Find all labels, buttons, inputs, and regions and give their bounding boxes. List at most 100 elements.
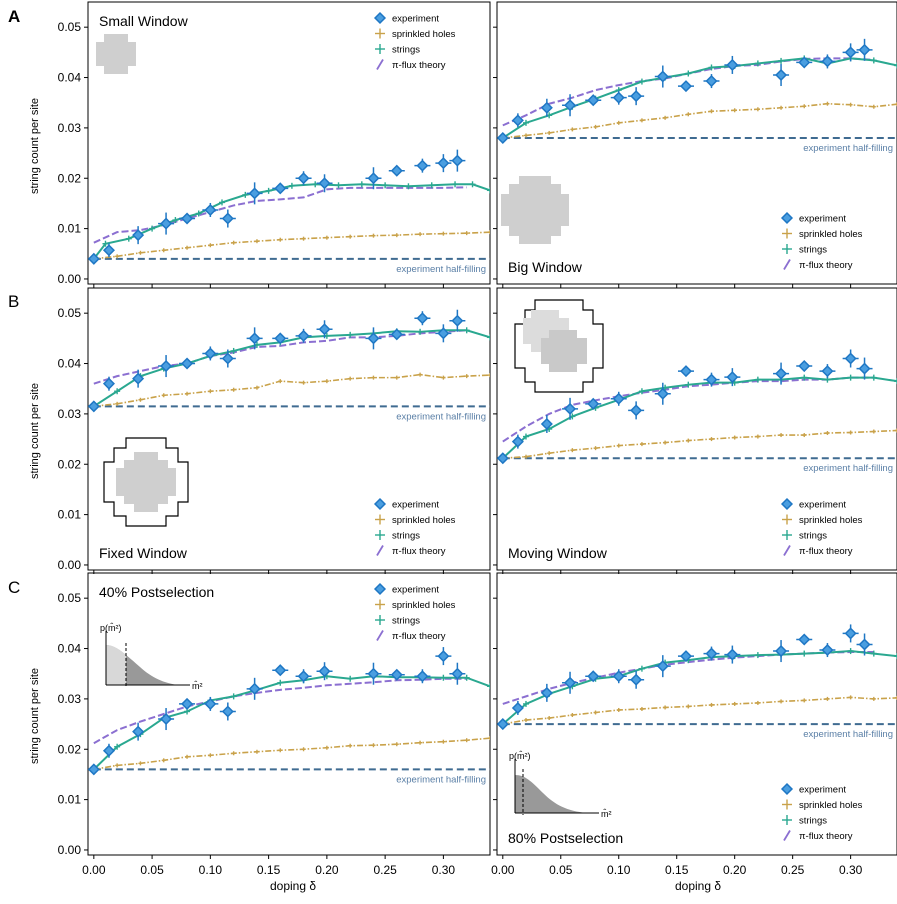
sprinkled-holes-point — [185, 245, 190, 250]
experiment-point — [435, 154, 452, 173]
sprinkled-holes-point — [441, 375, 446, 380]
sprinkled-holes-line — [93, 737, 490, 771]
theory-line — [93, 677, 467, 745]
sprinkled-holes-point — [802, 698, 807, 703]
sprinkled-holes-point — [779, 105, 784, 110]
experiment-point — [540, 414, 553, 433]
sprinkled-holes-point — [871, 696, 876, 701]
sprinkled-holes-line — [502, 429, 897, 460]
svg-text:p(m̂²): p(m̂²) — [509, 751, 531, 761]
panel-title: Small Window — [99, 13, 189, 29]
y-tick-label: 0.04 — [58, 71, 82, 85]
strings-point — [219, 199, 225, 206]
experiment-point — [449, 662, 466, 685]
plot-area — [497, 38, 897, 144]
experiment-point — [856, 633, 873, 656]
x-tick-label: 0.20 — [723, 863, 747, 877]
sprinkled-holes-point — [301, 380, 306, 385]
y-axis-label-row-a: string count per site — [29, 98, 41, 194]
legend-marker-theory — [783, 830, 791, 841]
experiment-point — [272, 182, 289, 195]
panel-c-right: 0.00 0.05 0.10 0.15 0.20 0.25 0.30 experiment h… — [491, 572, 897, 877]
legend-label: experiment — [799, 500, 846, 511]
experiment-point — [102, 376, 115, 391]
y-tick-label: 0.00 — [58, 272, 82, 286]
strings-point — [469, 181, 476, 188]
experiment-point — [703, 646, 720, 661]
strings-point — [870, 650, 877, 657]
strings-point — [347, 675, 354, 682]
experiment-point — [497, 452, 509, 465]
experiment-point — [102, 743, 115, 758]
sprinkled-holes-point — [639, 118, 644, 123]
sprinkled-holes-point — [616, 120, 621, 125]
panel-title: Fixed Window — [99, 545, 188, 561]
experiment-point — [365, 662, 382, 685]
axes-frame — [496, 1, 897, 285]
sprinkled-holes-point — [871, 104, 876, 109]
sprinkled-holes-point — [348, 234, 353, 239]
experiment-point — [610, 391, 627, 406]
legend-label: experiment — [392, 14, 439, 25]
experiment-point — [132, 369, 145, 388]
sprinkled-holes-point — [324, 745, 329, 750]
sprinkled-holes-point — [732, 701, 737, 706]
sprinkled-holes-point — [208, 753, 213, 758]
axes-frame — [87, 572, 491, 856]
inset-illustration — [96, 34, 136, 74]
strings-point — [638, 78, 645, 85]
sprinkled-holes-point — [802, 104, 807, 109]
legend: experiment sprinkled holes strings π-flux t… — [373, 582, 456, 642]
strings-point — [405, 183, 412, 190]
legend-marker-theory — [376, 630, 384, 641]
sprinkled-holes-point — [231, 751, 236, 756]
legend-marker — [782, 530, 792, 540]
legend-label: experiment — [392, 585, 439, 596]
sprinkled-holes-point — [755, 107, 760, 112]
experiment-point — [677, 365, 694, 378]
experiment-point — [272, 664, 289, 677]
experiment-point — [562, 397, 579, 420]
sprinkled-holes-point — [488, 373, 490, 378]
experiment-point — [316, 662, 333, 681]
sprinkled-holes-point — [324, 379, 329, 384]
strings-line — [502, 57, 897, 139]
sprinkled-holes-point — [301, 747, 306, 752]
experiment-point — [414, 311, 431, 326]
sprinkled-holes-point — [895, 428, 897, 433]
experiment-point — [724, 368, 741, 387]
strings-point — [347, 331, 354, 338]
sprinkled-holes-point — [208, 389, 213, 394]
panel-letter-c: C — [8, 578, 20, 597]
strings-point — [195, 210, 202, 217]
experiment-point — [88, 252, 100, 265]
legend-label: strings — [799, 531, 827, 542]
sprinkled-holes-point — [418, 232, 423, 237]
inset-illustration: p(m̂²) m̂² — [100, 623, 203, 691]
sprinkled-holes-point — [278, 379, 283, 384]
x-tick-label: 0.15 — [257, 863, 281, 877]
experiment-point — [773, 640, 790, 663]
experiment-point — [246, 677, 263, 700]
experiment-point — [773, 362, 790, 385]
sprinkled-holes-point — [593, 124, 598, 129]
experiment-point — [654, 382, 671, 405]
experiment-point — [511, 113, 524, 128]
panel-b-right: experiment half-filling experiment sprinkl… — [493, 287, 897, 574]
sprinkled-holes-line — [502, 696, 897, 725]
strings-point — [487, 683, 490, 690]
strings-point — [114, 743, 121, 750]
y-tick-label: 0.02 — [58, 457, 82, 471]
legend: experiment sprinkled holes strings π-flux t… — [373, 497, 456, 557]
legend-label: sprinkled holes — [392, 515, 456, 526]
inset-illustration — [514, 299, 604, 393]
sprinkled-holes-point — [825, 431, 830, 436]
axes-frame — [496, 287, 897, 571]
axes-frame — [496, 572, 897, 856]
y-tick-label: 0.04 — [58, 357, 82, 371]
sprinkled-holes-point — [547, 716, 552, 721]
sprinkled-holes-point — [709, 437, 714, 442]
experiment-point — [610, 90, 627, 105]
sprinkled-holes-point — [709, 702, 714, 707]
strings-line — [93, 675, 490, 771]
